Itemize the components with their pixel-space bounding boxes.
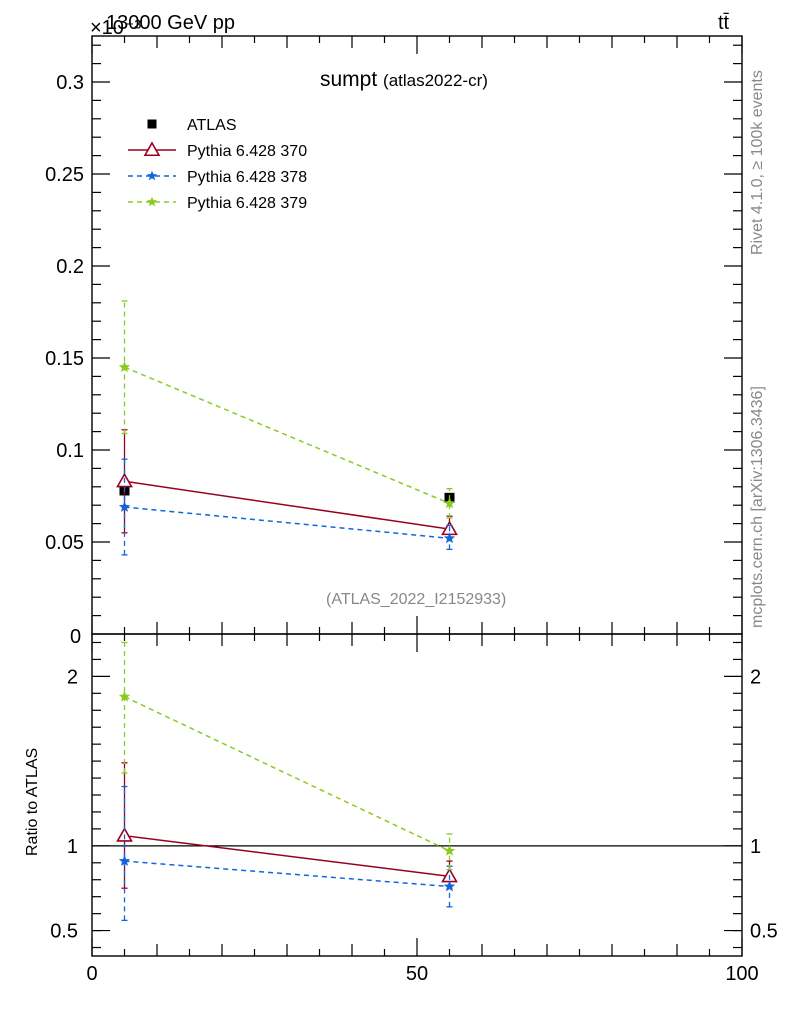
- data-point: [443, 880, 456, 892]
- legend-entry: ATLAS: [147, 117, 237, 134]
- series-line-main: [124, 366, 450, 505]
- series-line-main: [124, 506, 450, 540]
- data-point: [118, 501, 131, 512]
- legend-entry: Pythia 6.428 370: [128, 141, 307, 160]
- main-y-tick-label: 0.05: [45, 532, 84, 554]
- data-point: [118, 361, 131, 373]
- ratio-y-tick-label: 0.5: [50, 921, 78, 943]
- series-line-main: [124, 480, 450, 530]
- legend-entry: Pythia 6.428 379: [128, 195, 307, 212]
- chart-title: sumpt (atlas2022-cr): [320, 68, 488, 91]
- side-label-top: Rivet 4.1.0, ≥ 100k events: [749, 70, 766, 255]
- legend-label: Pythia 6.428 379: [187, 195, 307, 212]
- series-pythia-6-428-379: [118, 300, 456, 871]
- axis-ticks: 0 50 100 0.05 0.1 0.15 0.2 0.25 0.3 0.5 0.5 1 1 2 2: [45, 36, 778, 985]
- series-line-ratio: [124, 696, 450, 852]
- data-point: [443, 497, 456, 509]
- x-tick-label: 100: [725, 963, 758, 985]
- series-pythia-6-428-370: [116, 429, 458, 889]
- data-point: [118, 690, 131, 702]
- legend: ATLAS Pythia 6.428 370 Pythia 6.428 378 Pyt…: [128, 117, 307, 212]
- exponent-label: ×10⁻³: [90, 17, 141, 39]
- x-tick-label: 50: [406, 963, 428, 985]
- data-point: [146, 170, 158, 181]
- main-y-tick-label: 0.2: [56, 256, 84, 278]
- data-point: [443, 532, 456, 544]
- ratio-y-tick-label: 1: [67, 836, 78, 858]
- data-point: [443, 844, 456, 856]
- legend-label: ATLAS: [187, 117, 237, 134]
- legend-entry: Pythia 6.428 378: [128, 169, 307, 186]
- main-y-tick-label: 0.3: [56, 72, 84, 94]
- legend-label: Pythia 6.428 370: [187, 143, 307, 160]
- ratio-y-tick-label-right: 0.5: [750, 921, 778, 943]
- side-label-bottom: mcplots.cern.ch [arXiv:1306.3436]: [749, 386, 766, 628]
- main-y-zero-label: 0: [70, 626, 81, 648]
- series-line-ratio: [124, 860, 450, 888]
- series-pythia-6-428-378: [118, 458, 456, 922]
- ratio-ylabel: Ratio to ATLAS: [24, 748, 41, 856]
- legend-label: Pythia 6.428 378: [187, 169, 307, 186]
- header-left: 13000 GeV pp: [106, 12, 235, 34]
- chart-title-main: sumpt: [320, 68, 377, 91]
- header-right: tt̄: [718, 12, 730, 34]
- ratio-plot-frame: [91, 633, 743, 957]
- data-point: [146, 196, 158, 207]
- analysis-id: (ATLAS_2022_I2152933): [326, 591, 506, 608]
- chart-marks: [92, 300, 742, 922]
- chart-title-suffix: (atlas2022-cr): [383, 71, 488, 90]
- data-point: [118, 855, 131, 866]
- data-point: [147, 119, 157, 129]
- main-y-tick-label: 0.15: [45, 348, 84, 370]
- ratio-y-tick-label-right: 2: [750, 666, 761, 688]
- ratio-y-tick-label: 2: [67, 666, 78, 688]
- ratio-y-tick-label-right: 1: [750, 836, 761, 858]
- main-y-tick-label: 0.25: [45, 164, 84, 186]
- x-tick-label: 0: [86, 963, 97, 985]
- main-y-tick-label: 0.1: [56, 440, 84, 462]
- data-point: [143, 141, 161, 157]
- series-line-ratio: [124, 834, 450, 878]
